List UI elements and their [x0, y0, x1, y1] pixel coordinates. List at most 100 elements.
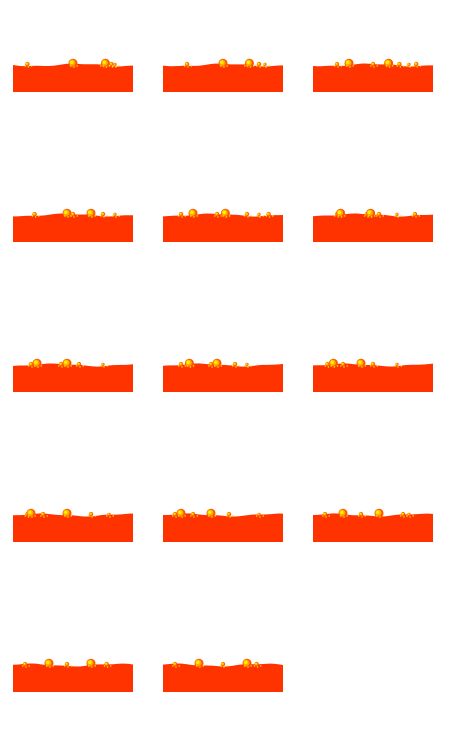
splash-speck	[376, 215, 378, 217]
droplet	[256, 61, 262, 67]
splash-speck	[76, 215, 78, 217]
splash-speck	[70, 65, 72, 67]
splash-speck	[115, 66, 117, 68]
fluid-surface-plot	[163, 658, 283, 692]
droplet	[208, 361, 214, 367]
splash-speck	[373, 66, 375, 68]
droplet	[28, 361, 34, 367]
splash-speck	[340, 515, 342, 517]
droplet	[226, 511, 232, 517]
splash-speck	[178, 665, 180, 667]
splash-speck	[220, 65, 222, 67]
splash-speck	[190, 515, 192, 517]
splash-speck	[175, 666, 177, 668]
splash-speck	[222, 215, 224, 217]
splash-speck	[402, 65, 405, 67]
splash-speck	[64, 665, 66, 667]
splash-speck	[385, 65, 388, 67]
splash-speck	[406, 515, 408, 517]
splash-speck	[370, 65, 372, 67]
droplet	[194, 658, 204, 668]
splash-speck	[220, 215, 222, 217]
splash-speck	[379, 516, 381, 518]
splash-speck	[336, 365, 339, 367]
splash-speck	[337, 215, 340, 217]
splash-speck	[106, 215, 108, 217]
droplet	[68, 58, 78, 68]
splash-speck	[373, 366, 375, 368]
splash-speck	[37, 366, 39, 368]
splash-speck	[418, 215, 420, 217]
splash-speck	[229, 516, 231, 518]
droplet	[266, 211, 271, 217]
splash-speck	[88, 215, 90, 217]
splash-speck	[25, 666, 27, 668]
splash-speck	[192, 365, 195, 367]
splash-speck	[226, 65, 228, 67]
splash-speck	[416, 66, 418, 68]
splash-speck	[327, 366, 330, 368]
splash-speck	[186, 365, 188, 367]
splash-speck	[397, 366, 399, 368]
splash-speck	[172, 515, 174, 517]
splash-speck	[246, 65, 248, 67]
droplet	[395, 362, 399, 366]
splash-speck	[244, 365, 246, 367]
splash-speck	[249, 66, 252, 68]
droplet	[109, 61, 114, 67]
fluid-body	[313, 363, 433, 392]
droplet	[344, 58, 354, 68]
droplet	[58, 361, 64, 367]
droplet	[107, 512, 111, 516]
splash-speck	[94, 665, 96, 667]
splash-speck	[211, 366, 213, 368]
droplet	[62, 358, 72, 368]
splash-speck	[259, 216, 261, 218]
splash-speck	[70, 215, 72, 217]
splash-speck	[106, 666, 109, 668]
splash-speck	[105, 66, 108, 68]
splash-speck	[94, 515, 96, 517]
splash-speck	[247, 666, 249, 668]
splash-speck	[52, 665, 54, 667]
droplet	[64, 661, 70, 667]
splash-speck	[112, 65, 114, 67]
splash-speck	[364, 365, 366, 367]
splash-speck	[328, 515, 330, 517]
simulation-frame	[313, 206, 433, 242]
splash-speck	[189, 366, 192, 368]
splash-speck	[109, 516, 111, 518]
splash-speck	[64, 515, 66, 517]
splash-speck	[24, 515, 26, 517]
droplet	[176, 508, 186, 518]
splash-speck	[376, 65, 378, 67]
splash-speck	[82, 365, 84, 367]
droplet	[407, 512, 411, 516]
droplet	[25, 61, 30, 67]
splash-speck	[415, 216, 417, 218]
splash-speck	[262, 515, 264, 517]
fluid-body	[13, 363, 133, 392]
splash-speck	[334, 215, 336, 217]
fluid-body	[313, 63, 433, 92]
splash-speck	[196, 665, 198, 667]
splash-speck	[259, 516, 261, 518]
splash-speck	[256, 666, 259, 668]
droplet	[214, 211, 220, 217]
splash-speck	[419, 65, 422, 67]
fluid-body	[163, 213, 283, 242]
splash-speck	[382, 515, 384, 517]
droplet	[397, 61, 402, 67]
droplet	[358, 511, 364, 517]
droplet	[113, 212, 117, 216]
splash-speck	[349, 66, 351, 68]
splash-speck	[392, 65, 394, 67]
splash-speck	[28, 515, 30, 517]
splash-speck	[88, 665, 90, 667]
splash-speck	[413, 65, 415, 67]
splash-speck	[361, 516, 363, 518]
droplet	[100, 58, 110, 68]
droplet	[190, 511, 196, 517]
fluid-surface-plot	[13, 508, 133, 542]
